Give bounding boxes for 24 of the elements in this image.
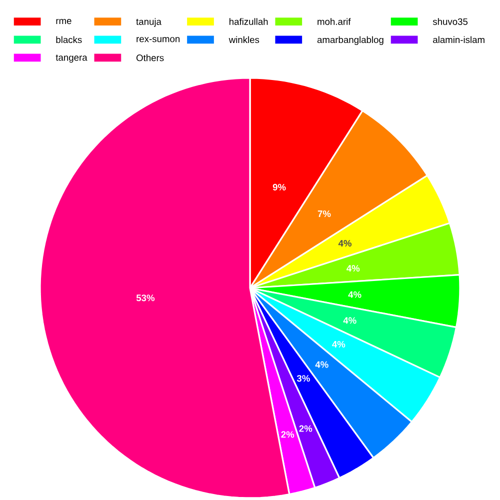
legend-label: winkles bbox=[228, 36, 260, 44]
legend-label: rex-sumon bbox=[136, 37, 180, 42]
data-label: 4% bbox=[332, 340, 346, 348]
legend-label: hafizullah bbox=[230, 18, 268, 25]
legend-label: Others bbox=[136, 54, 164, 62]
data-label: 4% bbox=[343, 317, 356, 324]
legend-label: tanuja bbox=[136, 18, 162, 27]
legend-label: amarbanglablog bbox=[317, 36, 384, 45]
data-label: 9% bbox=[272, 184, 286, 190]
data-label: 2% bbox=[299, 425, 312, 432]
data-label: 7% bbox=[318, 210, 331, 218]
legend-label: tangera bbox=[56, 54, 88, 63]
data-label: 2% bbox=[281, 431, 294, 438]
data-label: 3% bbox=[296, 375, 310, 382]
legend-label: blacks bbox=[56, 36, 82, 44]
legend-label: rme bbox=[56, 18, 72, 24]
data-label: 4% bbox=[348, 291, 362, 298]
legend-label: shuvo35 bbox=[432, 18, 468, 25]
legend-label: moh.arif bbox=[318, 18, 351, 25]
data-label: 4% bbox=[315, 361, 328, 368]
data-label: 53% bbox=[136, 294, 155, 302]
data-label: 4% bbox=[346, 265, 360, 272]
legend-label: alamin-islam bbox=[433, 36, 484, 44]
data-label: 4% bbox=[338, 240, 352, 247]
